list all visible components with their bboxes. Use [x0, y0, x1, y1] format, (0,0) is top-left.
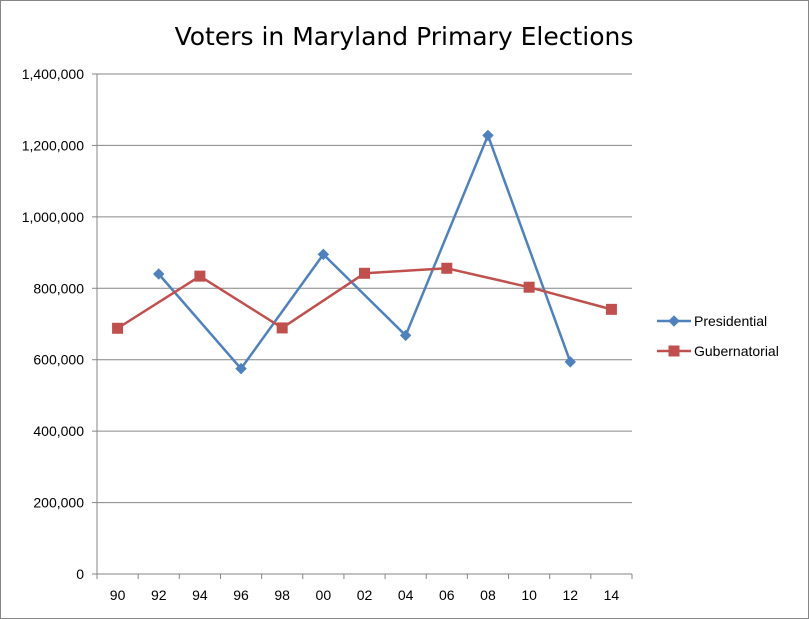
y-tick-label: 1,000,000	[22, 209, 84, 225]
y-tick-label: 0	[76, 566, 84, 582]
y-tick-label: 400,000	[33, 423, 84, 439]
data-point-gubernatorial	[359, 267, 370, 279]
y-tick-label: 1,200,000	[22, 137, 84, 153]
x-tick-label: 08	[480, 587, 496, 603]
x-tick-label: 96	[233, 587, 249, 603]
x-tick-label: 04	[398, 587, 414, 603]
x-tick-label: 98	[274, 587, 290, 603]
data-point-presidential	[153, 268, 165, 280]
x-tick-label: 00	[316, 587, 332, 603]
data-point-gubernatorial	[605, 303, 617, 315]
legend-label: Gubernatorial	[694, 343, 779, 359]
legend-entry: Presidential	[657, 313, 767, 329]
data-point-gubernatorial	[112, 322, 124, 334]
legend: Presidential Gubernatorial	[657, 313, 779, 359]
x-tick-label: 94	[192, 587, 208, 603]
legend-marker	[668, 315, 680, 327]
legend-label: Presidential	[694, 313, 767, 329]
data-point-presidential	[399, 329, 412, 342]
y-tick-labels: 0 200,000 400,000 600,000 800,000 1,000,000 1,…	[22, 66, 85, 582]
series-gubernatorial	[112, 262, 617, 334]
data-point-presidential	[482, 129, 494, 142]
data-point-gubernatorial	[276, 322, 288, 334]
x-tick-label: 02	[357, 587, 373, 603]
gridlines	[97, 73, 632, 504]
data-point-gubernatorial	[441, 262, 453, 274]
data-point-presidential	[564, 356, 576, 368]
x-tick-label: 90	[110, 587, 126, 603]
x-tick-label: 12	[562, 587, 578, 603]
legend-entry: Gubernatorial	[657, 343, 779, 359]
series-presidential	[153, 129, 576, 375]
series-line-presidential	[157, 134, 572, 370]
data-point-gubernatorial	[523, 281, 535, 293]
data-point-presidential	[317, 248, 330, 261]
axes	[92, 73, 633, 579]
series-layer	[112, 129, 617, 375]
x-tick-label: 92	[151, 587, 167, 603]
x-tick-labels: 90 92 94 96 98 00 02 04 06 08 10 12 14	[110, 587, 620, 603]
data-point-presidential	[235, 362, 247, 375]
y-tick-label: 600,000	[33, 352, 84, 368]
y-tick-label: 200,000	[33, 495, 84, 511]
x-tick-label: 06	[439, 587, 455, 603]
data-point-gubernatorial	[194, 270, 206, 282]
x-tick-label: 10	[521, 587, 537, 603]
chart-title: Voters in Maryland Primary Elections	[175, 22, 634, 51]
legend-marker	[668, 345, 680, 357]
y-tick-label: 1,400,000	[22, 66, 84, 82]
x-tick-label: 14	[604, 587, 620, 603]
y-tick-label: 800,000	[33, 280, 84, 296]
